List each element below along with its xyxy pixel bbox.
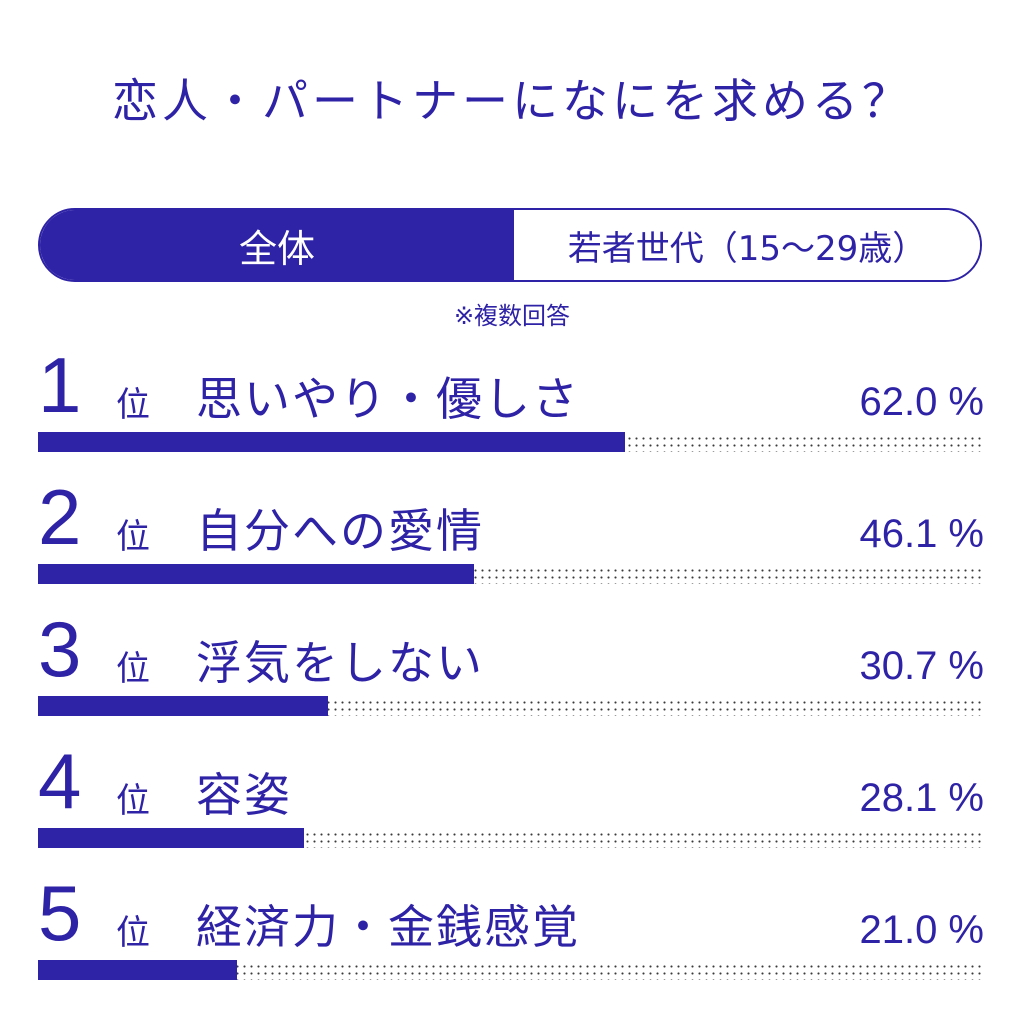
rank-row: 5 位経済力・金銭感覚 21.0 % bbox=[38, 874, 984, 980]
rank-row: 2 位自分への愛情 46.1 % bbox=[38, 478, 984, 584]
category-label: 思いやり・優しさ bbox=[196, 372, 580, 426]
rank-row: 4 位容姿 28.1 % bbox=[38, 742, 984, 848]
category-label: 浮気をしない bbox=[196, 636, 484, 690]
category-label: 経済力・金銭感覚 bbox=[196, 900, 580, 954]
bar bbox=[38, 564, 474, 584]
bar bbox=[38, 960, 237, 980]
category-label: 自分への愛情 bbox=[196, 504, 484, 558]
segment-tabs: 全体 若者世代（15〜29歳） bbox=[38, 208, 982, 282]
bar bbox=[38, 828, 304, 848]
rank-number: 5 bbox=[38, 869, 82, 957]
tab-young-generation[interactable]: 若者世代（15〜29歳） bbox=[514, 210, 980, 280]
rank-number: 1 bbox=[38, 341, 82, 429]
value-label: 30.7 % bbox=[859, 644, 984, 688]
bar bbox=[38, 432, 625, 452]
value-label: 62.0 % bbox=[859, 380, 984, 424]
value-label: 28.1 % bbox=[859, 776, 984, 820]
value-label: 46.1 % bbox=[859, 512, 984, 556]
category-label: 容姿 bbox=[196, 768, 292, 822]
rank-number: 4 bbox=[38, 737, 82, 825]
rank-number: 3 bbox=[38, 605, 82, 693]
bar bbox=[38, 696, 328, 716]
bar-track bbox=[38, 962, 984, 980]
page-title: 恋人・パートナーになにを求める？ bbox=[112, 74, 912, 128]
value-label: 21.0 % bbox=[859, 908, 984, 952]
rank-suffix: 位 bbox=[116, 517, 150, 557]
tab-overall[interactable]: 全体 bbox=[40, 210, 514, 280]
rank-number: 2 bbox=[38, 473, 82, 561]
rank-row: 1 位思いやり・優しさ 62.0 % bbox=[38, 346, 984, 452]
rank-row: 3 位浮気をしない 30.7 % bbox=[38, 610, 984, 716]
rank-suffix: 位 bbox=[116, 649, 150, 689]
rank-suffix: 位 bbox=[116, 781, 150, 821]
rank-suffix: 位 bbox=[116, 385, 150, 425]
multiple-answer-note: ※複数回答 bbox=[453, 302, 571, 330]
rank-suffix: 位 bbox=[116, 913, 150, 953]
